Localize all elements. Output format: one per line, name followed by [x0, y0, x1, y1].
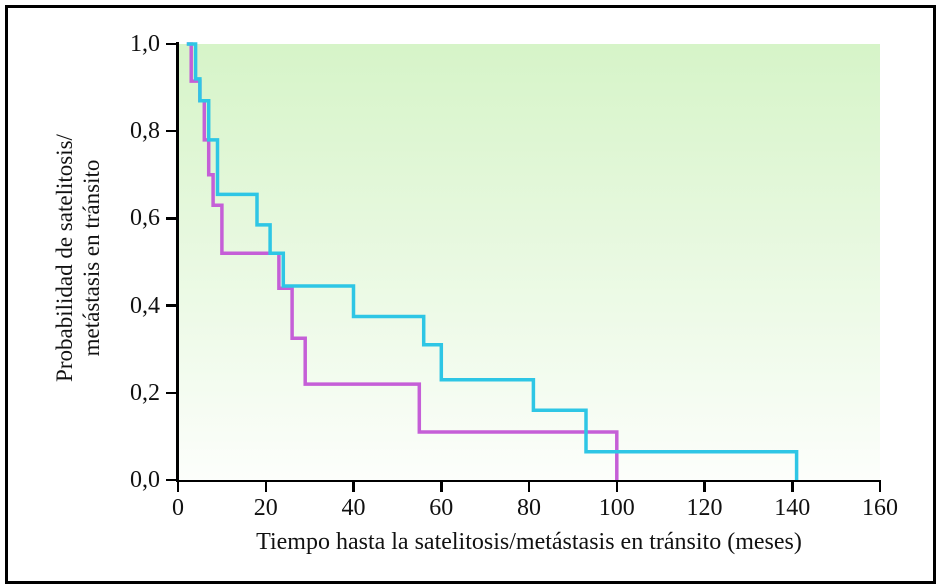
- y-axis-title-text: Probabilidad de satelitosis/ metástasis …: [51, 28, 105, 488]
- x-tick-label: 120: [686, 495, 723, 521]
- y-tick-label: 0,6: [130, 205, 160, 232]
- x-tick-mark: [352, 482, 355, 492]
- curva-cian: [186, 42, 799, 480]
- y-tick-mark: [166, 129, 176, 133]
- x-tick-mark: [264, 482, 267, 492]
- x-tick-label: 20: [253, 495, 278, 521]
- y-tick-mark: [166, 217, 176, 220]
- x-tick-label: 0: [172, 495, 184, 521]
- x-axis-line: [176, 479, 881, 482]
- y-tick-label: 0,4: [130, 292, 160, 319]
- y-axis-title-line2: metástasis en tránsito: [79, 159, 104, 357]
- x-tick-label: 100: [598, 495, 635, 521]
- y-axis-title-line1: Probabilidad de satelitosis/: [52, 134, 77, 382]
- y-axis-line: [176, 42, 179, 482]
- y-tick-mark: [166, 391, 176, 395]
- curva-magenta: [186, 42, 619, 480]
- x-tick-mark: [791, 482, 794, 492]
- series-group: [186, 42, 799, 480]
- x-tick-mark: [615, 482, 618, 492]
- x-tick-mark: [440, 482, 443, 492]
- y-tick-label: 0,2: [130, 379, 160, 406]
- y-tick-mark: [166, 478, 176, 482]
- x-tick-label: 140: [774, 495, 811, 521]
- x-tick-mark: [703, 482, 706, 492]
- x-tick-label: 40: [341, 495, 366, 521]
- survival-curves-svg: [186, 42, 799, 480]
- y-tick-label: 0,8: [130, 118, 160, 145]
- x-tick-mark: [878, 482, 882, 492]
- y-tick-label: 0,0: [130, 467, 160, 493]
- x-tick-mark: [527, 482, 531, 492]
- x-tick-label: 160: [862, 495, 898, 521]
- y-tick-mark: [166, 304, 176, 307]
- x-axis-title: Tiempo hasta la satelitosis/metástasis e…: [256, 529, 802, 555]
- y-tick-mark: [166, 42, 176, 46]
- y-tick-label: 1,0: [130, 31, 160, 57]
- figure-frame: 1,0 0,8 0,6 0,4 0,2 0,0 0 20 40 60 80 100 120 140 160…: [5, 5, 936, 584]
- x-tick-label: 60: [429, 495, 454, 521]
- x-tick-label: 80: [517, 495, 541, 521]
- plot-area: [178, 42, 880, 480]
- x-tick-mark: [176, 482, 180, 492]
